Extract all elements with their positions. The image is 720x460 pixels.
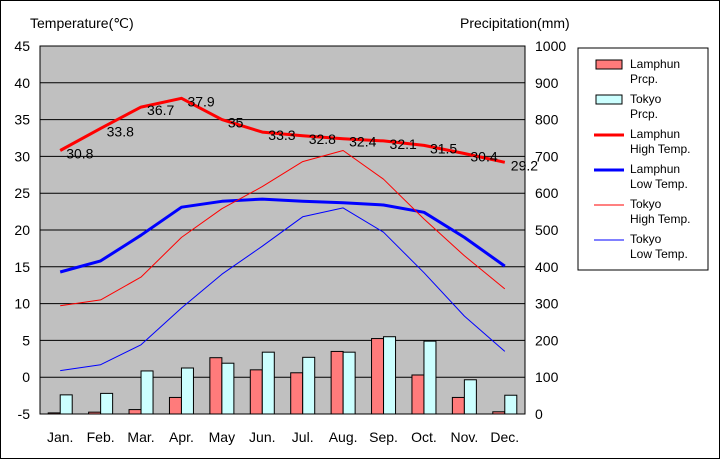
precipitation-bar [209, 357, 223, 415]
precipitation-bar [140, 370, 154, 415]
right-tick-label: 100 [535, 369, 559, 385]
data-label: 37.9 [187, 93, 214, 109]
temperature-line [60, 207, 506, 372]
temperature-lines [59, 96, 506, 372]
legend-label: High Temp. [630, 142, 690, 156]
x-tick-label: Nov. [451, 429, 479, 445]
precipitation-bar [88, 411, 102, 415]
data-label: 29.2 [511, 157, 538, 173]
data-label: 33.3 [268, 127, 295, 143]
data-label: 30.8 [66, 146, 93, 162]
right-tick-label: 0 [535, 406, 543, 422]
precipitation-bar [128, 409, 142, 415]
left-tick-label: 0 [22, 369, 30, 385]
left-tick-label: 30 [14, 148, 30, 164]
x-tick-label: Mar. [127, 429, 154, 445]
left-tick-label: 15 [14, 259, 30, 275]
legend-label: Tokyo [630, 232, 662, 246]
precipitation-bar [411, 374, 425, 415]
right-tick-label: 1000 [535, 38, 566, 54]
precipitation-bar [47, 412, 61, 415]
right-tick-label: 400 [535, 259, 559, 275]
x-tick-label: Dec. [490, 429, 519, 445]
data-label: 32.8 [309, 131, 336, 147]
temperature-line [59, 197, 506, 274]
precipitation-bar [290, 372, 304, 415]
precipitation-bar [221, 362, 235, 415]
precipitation-bars [47, 336, 518, 415]
right-tick-label: 500 [535, 222, 559, 238]
left-tick-label: 10 [14, 296, 30, 312]
data-label: 32.1 [390, 136, 417, 152]
left-tick-label: 45 [14, 38, 30, 54]
axes: 454035302520151050-510009008007006005004… [14, 38, 566, 445]
temperature-line [59, 96, 506, 164]
precipitation-bar [302, 356, 316, 415]
precipitation-bar [168, 396, 182, 415]
precipitation-bar [371, 338, 385, 415]
legend-label: High Temp. [630, 212, 690, 226]
right-tick-label: 900 [535, 75, 559, 91]
right-axis-title: Precipitation(mm) [460, 15, 570, 31]
data-labels: 30.8 33.8 36.7 37.9 35 33.3 32.8 32.4 32.1 31.5 30… [66, 93, 538, 173]
legend-label: Tokyo [630, 197, 662, 211]
left-tick-label: 5 [22, 332, 30, 348]
temperature-line [60, 150, 506, 307]
precipitation-bar [342, 351, 356, 415]
left-tick-label: 20 [14, 222, 30, 238]
legend-swatch [595, 59, 623, 70]
left-axis-title: Temperature(℃) [30, 15, 134, 31]
legend-label: Low Temp. [630, 177, 688, 191]
legend-label: Lamphun [630, 57, 680, 71]
right-tick-label: 600 [535, 185, 559, 201]
precipitation-bar [249, 369, 263, 415]
x-tick-label: Oct. [411, 429, 437, 445]
left-tick-label: 35 [14, 112, 30, 128]
data-label: 33.8 [107, 123, 134, 139]
x-tick-label: Jun. [249, 429, 275, 445]
legend-label: Lamphun [630, 127, 680, 141]
precipitation-bar [492, 411, 506, 415]
precipitation-bar [423, 340, 437, 415]
x-tick-label: Jul. [292, 429, 314, 445]
left-tick-label: 25 [14, 185, 30, 201]
left-tick-label: -5 [18, 406, 31, 422]
data-label: 31.5 [430, 140, 457, 156]
data-label: 30.4 [470, 148, 497, 164]
x-tick-label: Sep. [369, 429, 398, 445]
precipitation-bar [180, 367, 194, 415]
left-tick-label: 40 [14, 75, 30, 91]
legend-label: Low Temp. [630, 247, 688, 261]
legend-box [577, 47, 709, 271]
legend-label: Prcp. [630, 107, 658, 121]
precipitation-bar [504, 394, 518, 415]
right-tick-label: 800 [535, 112, 559, 128]
data-label: 35 [228, 115, 244, 131]
x-tick-label: Feb. [87, 429, 115, 445]
precipitation-bar [261, 351, 275, 415]
precipitation-bar [330, 350, 344, 415]
x-tick-label: Aug. [329, 429, 358, 445]
legend-label: Prcp. [630, 72, 658, 86]
legend-swatch [595, 94, 623, 105]
precipitation-bar [463, 379, 477, 415]
right-tick-label: 700 [535, 148, 559, 164]
legend-label: Lamphun [630, 162, 680, 176]
grid-lines [40, 82, 525, 378]
legend-label: Tokyo [630, 92, 662, 106]
right-tick-label: 200 [535, 332, 559, 348]
data-label: 32.4 [349, 134, 376, 150]
precipitation-bar [451, 396, 465, 415]
precipitation-bar [59, 394, 73, 415]
right-tick-label: 300 [535, 296, 559, 312]
x-tick-label: Apr. [169, 429, 194, 445]
data-label: 36.7 [147, 102, 174, 118]
precipitation-bar [100, 392, 114, 415]
x-tick-label: May [209, 429, 235, 445]
precipitation-bar [383, 336, 397, 415]
x-tick-label: Jan. [47, 429, 73, 445]
